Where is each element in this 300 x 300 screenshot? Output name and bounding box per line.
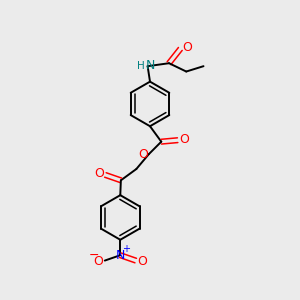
Text: O: O	[179, 133, 189, 146]
Text: O: O	[182, 41, 192, 54]
Text: N: N	[116, 249, 126, 262]
Text: −: −	[88, 249, 99, 262]
Text: N: N	[145, 59, 155, 72]
Text: O: O	[93, 255, 103, 268]
Text: O: O	[138, 148, 148, 161]
Text: H: H	[137, 61, 145, 70]
Text: O: O	[94, 167, 104, 180]
Text: O: O	[137, 255, 147, 268]
Text: +: +	[122, 244, 130, 254]
